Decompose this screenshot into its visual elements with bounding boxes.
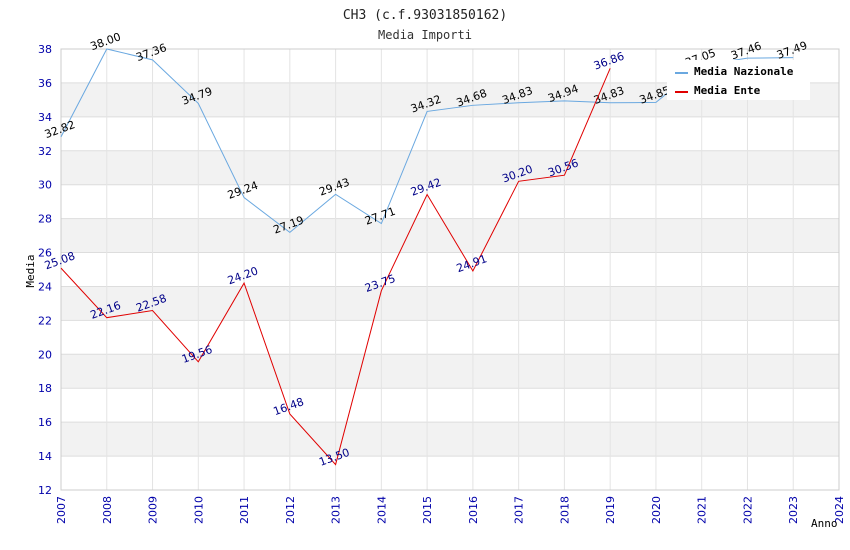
legend-label-ente: Media Ente (694, 84, 761, 97)
x-tick-label-2010: 2010 (192, 496, 205, 524)
legend-box (667, 60, 810, 100)
x-tick-label-2018: 2018 (558, 496, 571, 524)
y-tick-label-32: 32 (38, 145, 52, 158)
x-tick-label-2012: 2012 (284, 496, 297, 524)
x-tick-label-2019: 2019 (604, 496, 617, 524)
x-tick-label-2007: 2007 (55, 496, 68, 524)
x-tick-label-2021: 2021 (696, 496, 709, 524)
y-tick-label-28: 28 (38, 213, 52, 226)
band-24 (61, 252, 839, 287)
band-30 (61, 150, 839, 185)
band-14 (61, 422, 839, 457)
x-tick-label-2020: 2020 (650, 496, 663, 524)
x-tick-label-2017: 2017 (513, 496, 526, 524)
background-bands (61, 49, 839, 490)
x-tick-label-2015: 2015 (421, 496, 434, 524)
x-tick-label-2023: 2023 (787, 496, 800, 524)
y-axis-label: Media (24, 254, 37, 287)
y-tick-label-22: 22 (38, 314, 52, 327)
y-tick-label-18: 18 (38, 382, 52, 395)
x-tick-label-2013: 2013 (330, 496, 343, 524)
x-tick-label-2008: 2008 (101, 496, 114, 524)
band-12 (61, 456, 839, 490)
band-16 (61, 388, 839, 423)
y-tick-label-14: 14 (38, 450, 52, 463)
y-tick-label-34: 34 (38, 111, 52, 124)
x-tick-label-2009: 2009 (147, 496, 160, 524)
y-tick-label-16: 16 (38, 416, 52, 429)
legend-label-nazionale: Media Nazionale (694, 65, 794, 78)
chart-subtitle: Media Importi (378, 28, 472, 42)
x-axis-label: Anno (811, 517, 838, 530)
x-tick-label-2024: 2024 (833, 496, 846, 524)
y-tick-label-20: 20 (38, 348, 52, 361)
y-tick-label-24: 24 (38, 280, 52, 293)
band-32 (61, 116, 839, 151)
x-tick-label-2011: 2011 (238, 496, 251, 524)
band-20 (61, 320, 839, 355)
x-tick-label-2016: 2016 (467, 496, 480, 524)
plot-border (60, 48, 840, 491)
y-tick-label-12: 12 (38, 484, 52, 497)
x-axis-ticks: 2007 2008 2009 2010 2011 2012 2013 2014 2015 2016… (55, 496, 846, 524)
x-tick-label-2022: 2022 (741, 496, 754, 524)
y-tick-label-26: 26 (38, 247, 52, 260)
y-tick-label-38: 38 (38, 43, 52, 56)
y-axis-ticks: 12 14 16 18 20 22 24 26 28 30 32 34 36 38 (38, 43, 52, 497)
band-18 (61, 354, 839, 389)
band-22 (61, 286, 839, 321)
x-tick-label-2014: 2014 (375, 496, 388, 524)
series-line-ente (60, 68, 611, 466)
band-28 (61, 184, 839, 219)
band-26 (61, 218, 839, 253)
legend: Media Nazionale Media Ente (667, 60, 810, 100)
chart-title: CH3 (c.f.93031850162) (343, 8, 507, 23)
y-tick-label-30: 30 (38, 179, 52, 192)
y-tick-label-36: 36 (38, 77, 52, 90)
